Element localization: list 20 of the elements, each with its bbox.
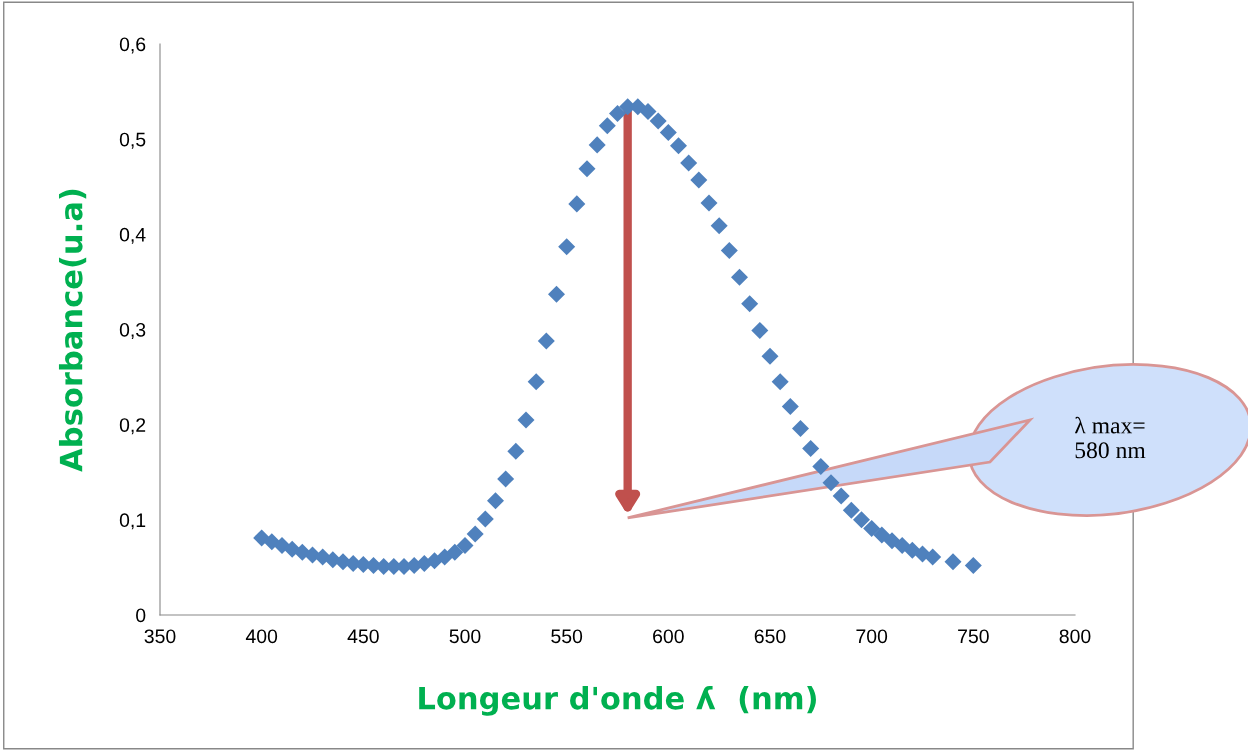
annotation: λ max= 580 nm bbox=[1074, 416, 1146, 459]
x-tick-label: 700 bbox=[856, 629, 888, 644]
y-tick-label: 0,2 bbox=[119, 418, 146, 435]
y-tick-label: 0,5 bbox=[119, 132, 146, 149]
y-tick-label: 0,3 bbox=[119, 322, 146, 340]
x-tick-label: 500 bbox=[449, 629, 481, 644]
y-tick-label: 0 bbox=[136, 608, 146, 623]
x-tick-label: 650 bbox=[754, 629, 786, 644]
y-tick-label: 0,4 bbox=[119, 227, 146, 244]
x-tick-label: 750 bbox=[958, 629, 989, 644]
x-tick-label: 800 bbox=[1059, 629, 1091, 644]
x-tick-label: 350 bbox=[144, 629, 176, 644]
x-tick-label: 400 bbox=[245, 629, 278, 644]
x-tick-label: 450 bbox=[347, 629, 379, 644]
x-axis-title: Longeur d'onde ʎ (nm) bbox=[419, 685, 816, 716]
y-tick-label: 0,1 bbox=[119, 513, 146, 530]
x-tick-label: 550 bbox=[551, 629, 583, 644]
y-axis-title: Absorbance(u.a) bbox=[58, 189, 87, 472]
y-tick-label: 0,6 bbox=[119, 37, 146, 54]
x-tick-label: 600 bbox=[653, 629, 684, 644]
